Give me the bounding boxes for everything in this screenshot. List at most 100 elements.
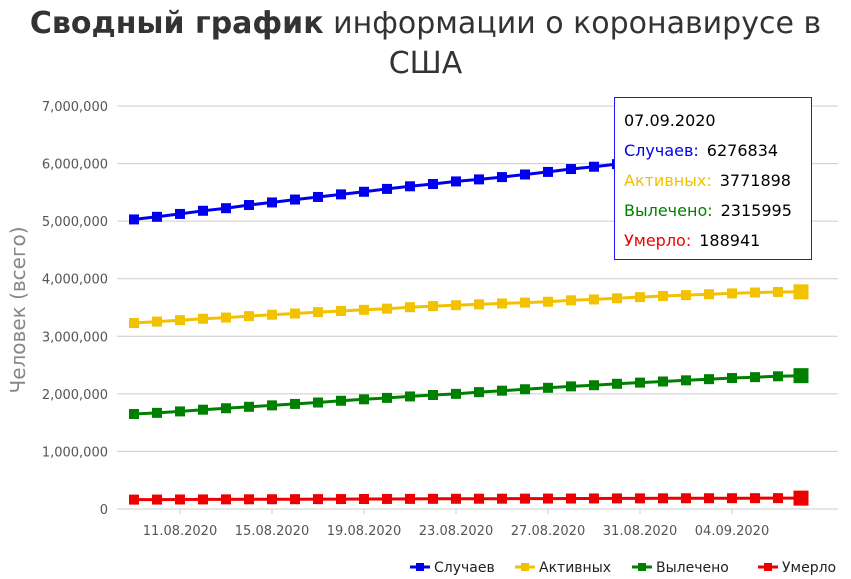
data-point: [382, 303, 392, 314]
data-point: [520, 493, 530, 504]
legend-item: Умерло: [758, 560, 836, 576]
data-point: [612, 378, 622, 389]
data-point: [612, 293, 622, 304]
data-point: [681, 290, 691, 301]
y-tick-label: 5,000,000: [42, 215, 108, 230]
data-point: [566, 493, 576, 504]
tooltip: 07.09.2020 Случаев: 6276834 Активных: 3771…: [614, 97, 812, 260]
data-point: [175, 494, 185, 505]
data-point: [497, 385, 507, 396]
data-point: [244, 494, 254, 505]
data-point: [658, 493, 668, 504]
data-point: [681, 493, 691, 504]
data-point: [566, 381, 576, 392]
tooltip-value: 2315995: [720, 201, 792, 220]
legend-label: Случаев: [434, 560, 495, 576]
legend-label: Активных: [539, 560, 611, 576]
tooltip-value: 188941: [699, 231, 761, 250]
data-point: [267, 400, 277, 411]
data-point: [152, 211, 162, 222]
data-point: [359, 394, 369, 405]
data-point: [244, 401, 254, 412]
series-active: [129, 284, 809, 329]
data-point: [497, 172, 507, 183]
data-point: [773, 493, 783, 504]
data-point: [474, 174, 484, 185]
data-point: [704, 493, 714, 504]
data-point: [175, 208, 185, 219]
data-point: [405, 493, 415, 504]
legend-item: Вылечено: [632, 560, 729, 576]
legend-item: Случаев: [410, 560, 495, 576]
data-point: [451, 300, 461, 311]
legend-swatch-marker: [521, 563, 529, 571]
data-point: [681, 375, 691, 386]
tooltip-row-active: Активных: 3771898: [624, 170, 811, 200]
data-point: [428, 493, 438, 504]
data-point: [658, 376, 668, 387]
data-point: [152, 316, 162, 327]
data-point: [704, 289, 714, 300]
data-point: [589, 380, 599, 391]
data-point: [221, 403, 231, 414]
legend-swatch-marker: [416, 563, 424, 571]
data-point: [129, 494, 139, 505]
data-point: [175, 315, 185, 326]
tooltip-row-cases: Случаев: 6276834: [624, 140, 811, 170]
legend-item: Активных: [515, 560, 611, 576]
x-tick-label: 31.08.2020: [603, 524, 677, 539]
tooltip-label: Активных:: [624, 171, 712, 190]
chart-title-rest: информации о коронавирусе в США: [333, 6, 822, 81]
tooltip-label: Вылечено:: [624, 201, 713, 220]
data-point: [290, 494, 300, 505]
data-point: [382, 493, 392, 504]
data-point: [267, 494, 277, 505]
data-point: [382, 183, 392, 194]
data-point: [244, 200, 254, 211]
data-point: [750, 287, 760, 298]
data-point: [129, 318, 139, 329]
data-point: [497, 298, 507, 309]
data-point: [474, 387, 484, 398]
x-tick-label: 23.08.2020: [419, 524, 493, 539]
chart-title: Сводный график информации о коронавирусе…: [0, 4, 851, 84]
data-point: [290, 308, 300, 319]
data-point: [451, 493, 461, 504]
data-point: [405, 302, 415, 313]
data-point: [313, 191, 323, 202]
data-point: [336, 494, 346, 505]
data-point: [543, 166, 553, 177]
x-tick-label: 19.08.2020: [327, 524, 401, 539]
data-point: [382, 392, 392, 403]
x-tick-label: 04.09.2020: [695, 524, 769, 539]
tooltip-label: Случаев:: [624, 141, 699, 160]
data-point: [428, 301, 438, 312]
data-point: [359, 186, 369, 197]
data-point: [773, 371, 783, 382]
data-point: [267, 309, 277, 320]
data-point: [543, 382, 553, 393]
data-point: [152, 494, 162, 505]
gridlines: [117, 105, 838, 510]
y-tick-label: 3,000,000: [42, 330, 108, 345]
series-line: [133, 374, 802, 416]
data-point: [727, 288, 737, 299]
legend: Случаев Активных Вылечено Умерло: [410, 560, 836, 576]
data-point: [658, 290, 668, 301]
data-point: [635, 292, 645, 303]
data-point: [589, 294, 599, 305]
data-point: [336, 305, 346, 316]
series-deaths: [129, 490, 809, 506]
data-point: [793, 368, 809, 384]
y-tick-label: 4,000,000: [42, 273, 108, 288]
y-tick-label: 1,000,000: [42, 445, 108, 460]
legend-label: Вылечено: [656, 560, 729, 576]
data-point: [520, 384, 530, 395]
data-point: [336, 395, 346, 406]
data-point: [635, 377, 645, 388]
chart-title-bold: Сводный график: [29, 6, 324, 41]
legend-swatch-marker: [638, 563, 646, 571]
data-point: [405, 181, 415, 192]
data-point: [221, 494, 231, 505]
data-point: [589, 493, 599, 504]
